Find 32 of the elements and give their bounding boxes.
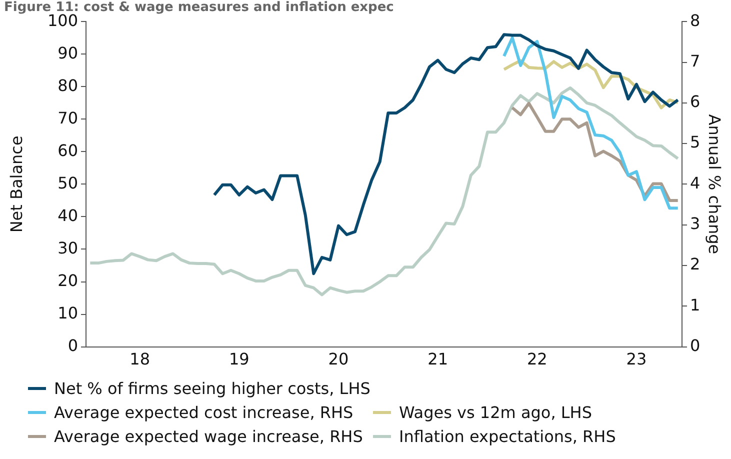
y-axis-title: Net Balance bbox=[6, 136, 26, 233]
legend-label: Wages vs 12m ago, LHS bbox=[399, 402, 592, 422]
legend-label: Average expected cost increase, RHS bbox=[54, 402, 354, 422]
y2-tick-label: 1 bbox=[690, 295, 700, 314]
y2-tick-label: 2 bbox=[690, 254, 700, 274]
x-tick-label: 22 bbox=[526, 350, 548, 369]
x-tick-label: 18 bbox=[130, 350, 150, 369]
y2-tick-label: 5 bbox=[690, 132, 700, 152]
y-tick-label: 70 bbox=[58, 108, 78, 128]
y2-tick-label: 4 bbox=[690, 173, 700, 192]
y-tick-label: 20 bbox=[58, 270, 78, 290]
x-tick-label: 19 bbox=[228, 350, 250, 369]
y2-tick-label: 6 bbox=[690, 92, 700, 112]
y2-tick-label: 8 bbox=[690, 10, 700, 30]
y2-tick-label: 7 bbox=[690, 51, 700, 70]
y-tick-label: 10 bbox=[58, 303, 78, 322]
x-tick-label: 23 bbox=[626, 350, 647, 369]
y-tick-label: 40 bbox=[58, 206, 78, 225]
y2-tick-label: 3 bbox=[690, 214, 700, 234]
y2-axis-title: Annual % change bbox=[705, 114, 724, 254]
legend-label: Inflation expectations, RHS bbox=[399, 426, 616, 446]
y-tick-label: 0 bbox=[68, 336, 78, 355]
x-tick-label: 21 bbox=[428, 350, 448, 369]
y-tick-label: 50 bbox=[58, 173, 78, 192]
y-tick-label: 30 bbox=[58, 238, 78, 258]
y-tick-label: 80 bbox=[58, 76, 78, 95]
legend-label: Net % of firms seeing higher costs, LHS bbox=[54, 378, 370, 398]
y2-tick-label: 0 bbox=[690, 336, 700, 355]
y-tick-label: 60 bbox=[58, 140, 78, 160]
legend-label: Average expected wage increase, RHS bbox=[54, 426, 363, 446]
y-tick-label: 90 bbox=[58, 43, 78, 62]
x-tick-label: 20 bbox=[328, 350, 349, 369]
